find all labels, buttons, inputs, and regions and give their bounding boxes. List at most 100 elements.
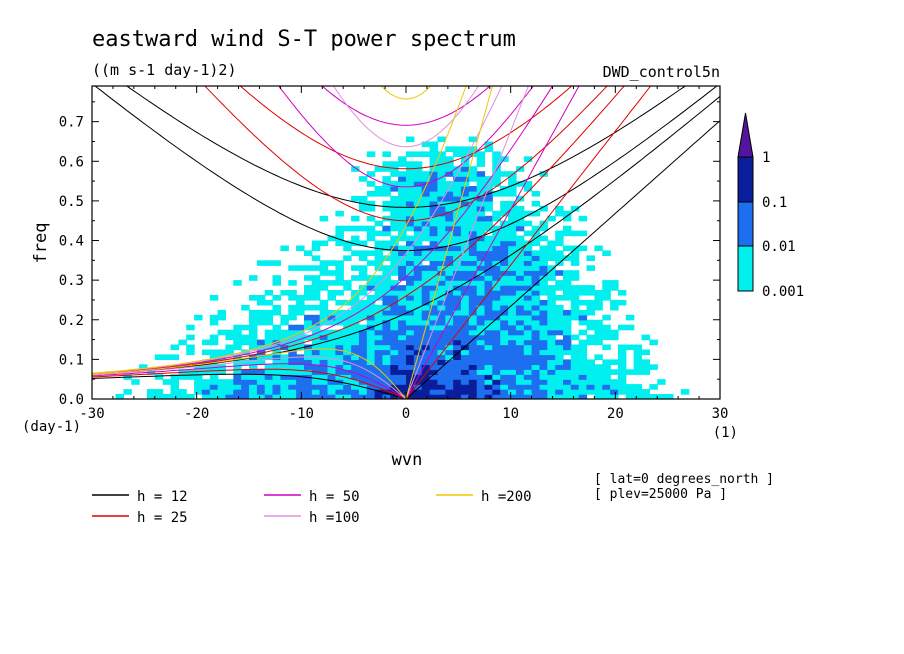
power-cell xyxy=(515,364,525,370)
power-cell xyxy=(343,374,352,380)
power-cell xyxy=(390,285,399,291)
power-cell xyxy=(170,394,179,399)
power-cell xyxy=(249,364,258,370)
power-cell xyxy=(523,156,533,162)
power-cell xyxy=(594,364,603,370)
dispersion-curve xyxy=(92,96,720,376)
power-cell xyxy=(366,230,376,237)
power-cell xyxy=(523,186,533,192)
power-cell xyxy=(382,161,391,167)
power-cell xyxy=(421,265,431,271)
power-cell xyxy=(225,379,234,385)
power-cell xyxy=(484,295,493,301)
power-cell xyxy=(374,329,383,336)
power-cell xyxy=(296,334,305,341)
power-cell xyxy=(484,359,493,365)
power-cell xyxy=(343,364,352,370)
power-cell xyxy=(618,389,627,395)
power-cell xyxy=(366,374,376,380)
power-cell xyxy=(429,280,439,286)
power-cell xyxy=(515,220,525,227)
power-cell xyxy=(406,205,415,212)
chart-units: ((m s-1 day-1)2) xyxy=(92,61,237,79)
power-cell xyxy=(429,304,439,311)
power-cell xyxy=(311,329,321,336)
power-cell xyxy=(311,334,321,341)
power-cell xyxy=(304,314,313,321)
power-cell xyxy=(453,245,462,252)
power-cell xyxy=(351,295,360,301)
power-cell xyxy=(429,240,439,247)
power-cell xyxy=(468,379,478,385)
power-cell xyxy=(256,359,266,365)
power-cell xyxy=(508,191,517,197)
power-cell xyxy=(539,280,548,286)
power-cell xyxy=(398,195,407,202)
power-cell xyxy=(578,374,588,380)
power-cell xyxy=(178,339,187,346)
power-cell xyxy=(500,210,509,217)
power-cell xyxy=(453,275,462,281)
power-cell xyxy=(515,339,525,346)
dispersion-curve xyxy=(405,86,494,399)
power-cell xyxy=(421,309,431,316)
power-cell xyxy=(209,379,219,385)
power-cell xyxy=(406,250,415,256)
power-cell xyxy=(445,354,454,360)
power-cell xyxy=(453,166,462,172)
power-cell xyxy=(476,195,486,202)
power-cell xyxy=(508,235,517,242)
power-cell xyxy=(476,255,486,261)
power-cell xyxy=(476,280,486,286)
colorbar: 10.10.010.001 xyxy=(737,112,804,300)
power-cell xyxy=(531,339,541,346)
power-cell xyxy=(374,304,383,311)
power-cell xyxy=(413,255,423,261)
power-cell xyxy=(390,334,399,341)
power-cell xyxy=(539,250,548,256)
power-cell xyxy=(351,344,360,351)
power-cell xyxy=(476,334,486,341)
power-cell xyxy=(358,270,368,276)
power-cell xyxy=(484,176,493,182)
power-cell xyxy=(421,329,431,336)
power-cell xyxy=(500,339,509,346)
power-cell xyxy=(311,304,321,311)
power-cell xyxy=(641,394,650,399)
power-cell xyxy=(146,389,156,395)
x-tick-label: 10 xyxy=(502,406,519,422)
power-cell xyxy=(555,304,564,311)
power-cell xyxy=(429,250,439,256)
power-cell xyxy=(515,205,525,212)
power-cell xyxy=(437,220,446,227)
power-cell xyxy=(264,379,274,385)
power-cell xyxy=(445,295,454,301)
x-tick-label: -30 xyxy=(79,406,104,422)
power-cell xyxy=(280,374,289,380)
power-cell xyxy=(476,181,486,187)
power-cell xyxy=(476,240,486,247)
power-cell xyxy=(406,220,415,227)
power-cell xyxy=(217,379,226,385)
power-cell xyxy=(476,389,486,395)
power-cell xyxy=(398,285,407,291)
power-cell xyxy=(618,344,627,351)
power-cell xyxy=(366,359,376,365)
power-cell xyxy=(241,304,250,311)
power-cell xyxy=(256,389,266,395)
power-cell xyxy=(429,200,439,207)
power-cell xyxy=(343,394,352,399)
power-cell xyxy=(429,270,439,276)
power-cell xyxy=(421,250,431,256)
power-cell xyxy=(272,339,281,346)
power-cell xyxy=(374,319,383,326)
power-cell xyxy=(335,349,344,356)
power-cell xyxy=(358,195,368,202)
power-cell xyxy=(233,374,242,380)
power-cell xyxy=(358,176,368,182)
power-cell xyxy=(335,359,344,365)
power-cell xyxy=(460,359,470,365)
power-cell xyxy=(539,265,548,271)
power-cell xyxy=(586,369,595,375)
power-cell xyxy=(523,220,533,227)
